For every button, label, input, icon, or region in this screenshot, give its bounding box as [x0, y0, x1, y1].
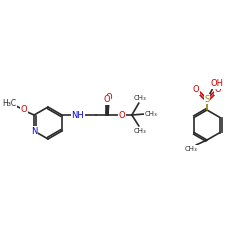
- Text: S: S: [204, 94, 210, 104]
- Text: CH₃: CH₃: [184, 146, 198, 152]
- Text: O: O: [118, 110, 125, 120]
- Text: CH₃: CH₃: [134, 95, 146, 101]
- Text: O: O: [106, 94, 112, 102]
- Text: NH: NH: [72, 110, 84, 120]
- Text: O: O: [193, 86, 199, 94]
- Text: CH₃: CH₃: [144, 111, 157, 117]
- Text: OH: OH: [210, 80, 224, 88]
- Text: O: O: [215, 86, 221, 94]
- Text: H₃C: H₃C: [2, 100, 16, 108]
- Text: O: O: [104, 96, 110, 104]
- Text: O: O: [21, 106, 28, 114]
- Text: CH₃: CH₃: [134, 128, 146, 134]
- Text: N: N: [31, 126, 37, 136]
